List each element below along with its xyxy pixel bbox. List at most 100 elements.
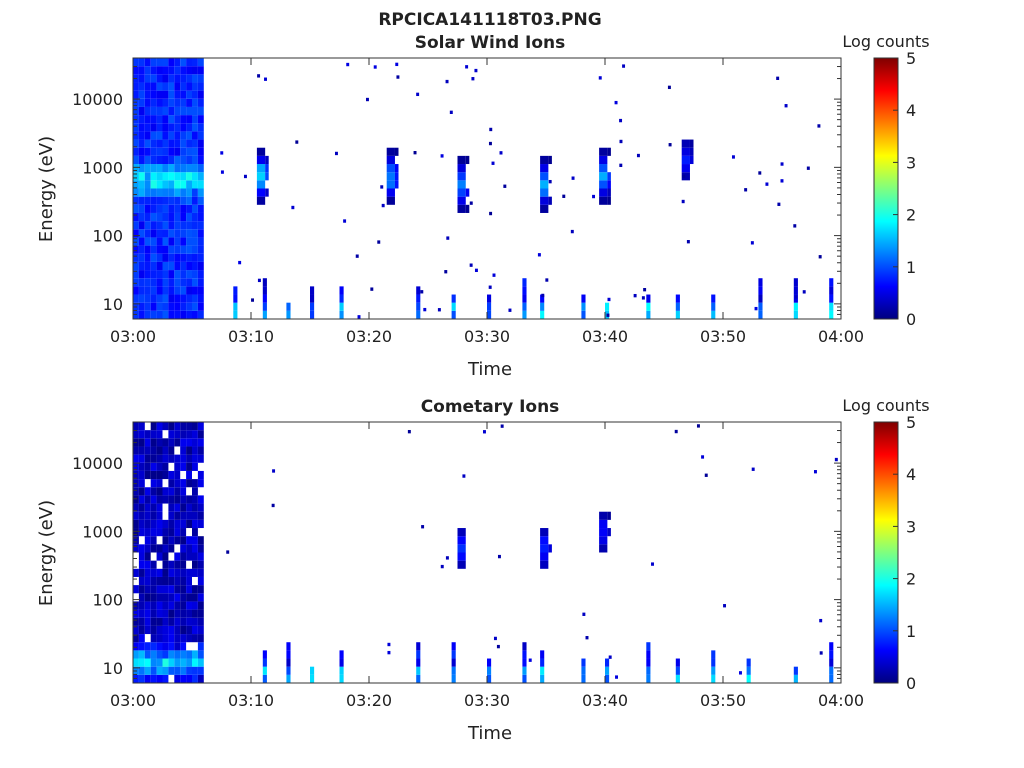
heatmap-cell <box>746 674 751 683</box>
heatmap-cell <box>156 302 163 311</box>
heatmap-cell <box>162 487 169 496</box>
heatmap-cell <box>416 642 421 651</box>
heatmap-cell <box>168 544 175 553</box>
heatmap-cell <box>144 302 151 311</box>
heatmap-cell <box>174 196 181 205</box>
heatmap-cell <box>162 666 169 675</box>
heatmap-cell <box>339 666 344 675</box>
heatmap-cell <box>138 58 145 67</box>
heatmap-cell <box>386 155 395 165</box>
heatmap-cell <box>192 536 198 545</box>
heatmap-cell <box>192 204 198 213</box>
heatmap-cell <box>138 495 145 504</box>
heatmap-cell <box>607 297 611 302</box>
heatmap-cell <box>168 253 175 262</box>
heatmap-cell <box>829 286 834 295</box>
heatmap-cell <box>144 196 151 205</box>
heatmap-cell <box>150 98 157 107</box>
heatmap-cell <box>192 634 198 643</box>
heatmap-cell <box>168 438 175 447</box>
heatmap-cell <box>156 123 163 132</box>
heatmap-cell <box>192 310 198 319</box>
heatmap-cell <box>445 79 449 84</box>
heatmap-cell <box>162 188 169 197</box>
heatmap-cell <box>548 544 552 553</box>
heatmap-cell <box>150 666 157 675</box>
heatmap-cell <box>144 658 151 667</box>
heatmap-cell <box>156 147 163 156</box>
heatmap-cell <box>150 58 157 67</box>
heatmap-cell <box>491 161 495 165</box>
heatmap-cell <box>162 82 169 91</box>
heatmap-cell <box>545 278 549 282</box>
heatmap-cell <box>162 123 169 132</box>
heatmap-cell <box>192 131 198 140</box>
heatmap-cell <box>150 462 157 471</box>
heatmap-cell <box>186 147 192 156</box>
heatmap-cell <box>156 642 163 651</box>
heatmap-cell <box>133 503 139 512</box>
heatmap-cell <box>829 302 834 311</box>
heatmap-cell <box>168 245 175 254</box>
heatmap-cell <box>168 503 175 512</box>
heatmap-cell <box>150 658 157 667</box>
heatmap-cell <box>192 528 198 537</box>
heatmap-cell <box>192 438 198 447</box>
heatmap-cell <box>168 617 175 626</box>
heatmap-cell <box>138 642 145 651</box>
heatmap-cell <box>180 642 187 651</box>
heatmap-cell <box>682 174 686 179</box>
heatmap-cell <box>133 204 139 213</box>
heatmap-cell <box>462 474 466 478</box>
y-tick-label: 10000 <box>72 454 123 473</box>
heatmap-cell <box>197 666 204 675</box>
heatmap-cell <box>449 110 453 114</box>
heatmap-cell <box>829 650 834 659</box>
heatmap-cell <box>570 229 574 234</box>
heatmap-cell <box>150 212 157 222</box>
heatmap-cell <box>451 310 456 319</box>
heatmap-cell <box>599 519 608 529</box>
heatmap-cell <box>440 154 444 158</box>
heatmap-cell <box>162 106 169 116</box>
heatmap-cell <box>133 536 139 545</box>
heatmap-cell <box>150 674 157 683</box>
heatmap-cell <box>138 503 145 512</box>
heatmap-cell <box>144 229 151 238</box>
heatmap-cell <box>168 123 175 132</box>
heatmap-cell <box>180 188 187 197</box>
heatmap-cell <box>180 495 187 504</box>
colorbar-tick-label: 3 <box>906 153 916 172</box>
heatmap-cell <box>138 462 145 471</box>
heatmap-cell <box>180 90 187 99</box>
heatmap-cell <box>138 139 145 148</box>
heatmap-cell <box>150 438 157 447</box>
heatmap-cell <box>192 188 198 197</box>
heatmap-cell <box>138 66 145 75</box>
heatmap-cell <box>168 286 175 295</box>
heatmap-cell <box>339 286 344 295</box>
x-tick-label: 04:00 <box>818 327 864 346</box>
heatmap-cell <box>343 219 347 223</box>
heatmap-cell <box>150 204 157 213</box>
heatmap-cell <box>174 270 181 279</box>
heatmap-cell <box>156 503 163 512</box>
heatmap-cell <box>174 58 181 67</box>
heatmap-cell <box>180 147 187 156</box>
heatmap-cell <box>197 585 204 594</box>
heatmap-cell <box>777 202 781 206</box>
heatmap-cell <box>192 270 198 279</box>
colorbar-tick-label: 5 <box>906 49 916 68</box>
heatmap-cell <box>386 180 395 189</box>
heatmap-cell <box>133 634 139 643</box>
heatmap-cell <box>156 188 163 197</box>
heatmap-cell <box>138 625 145 635</box>
heatmap-cell <box>144 666 151 675</box>
heatmap-cell <box>138 212 145 222</box>
heatmap-cell <box>540 204 549 213</box>
heatmap-cell <box>746 658 751 667</box>
heatmap-cell <box>497 554 501 559</box>
heatmap-cell <box>197 302 204 311</box>
heatmap-cell <box>150 253 157 262</box>
heatmap-cell <box>156 270 163 279</box>
